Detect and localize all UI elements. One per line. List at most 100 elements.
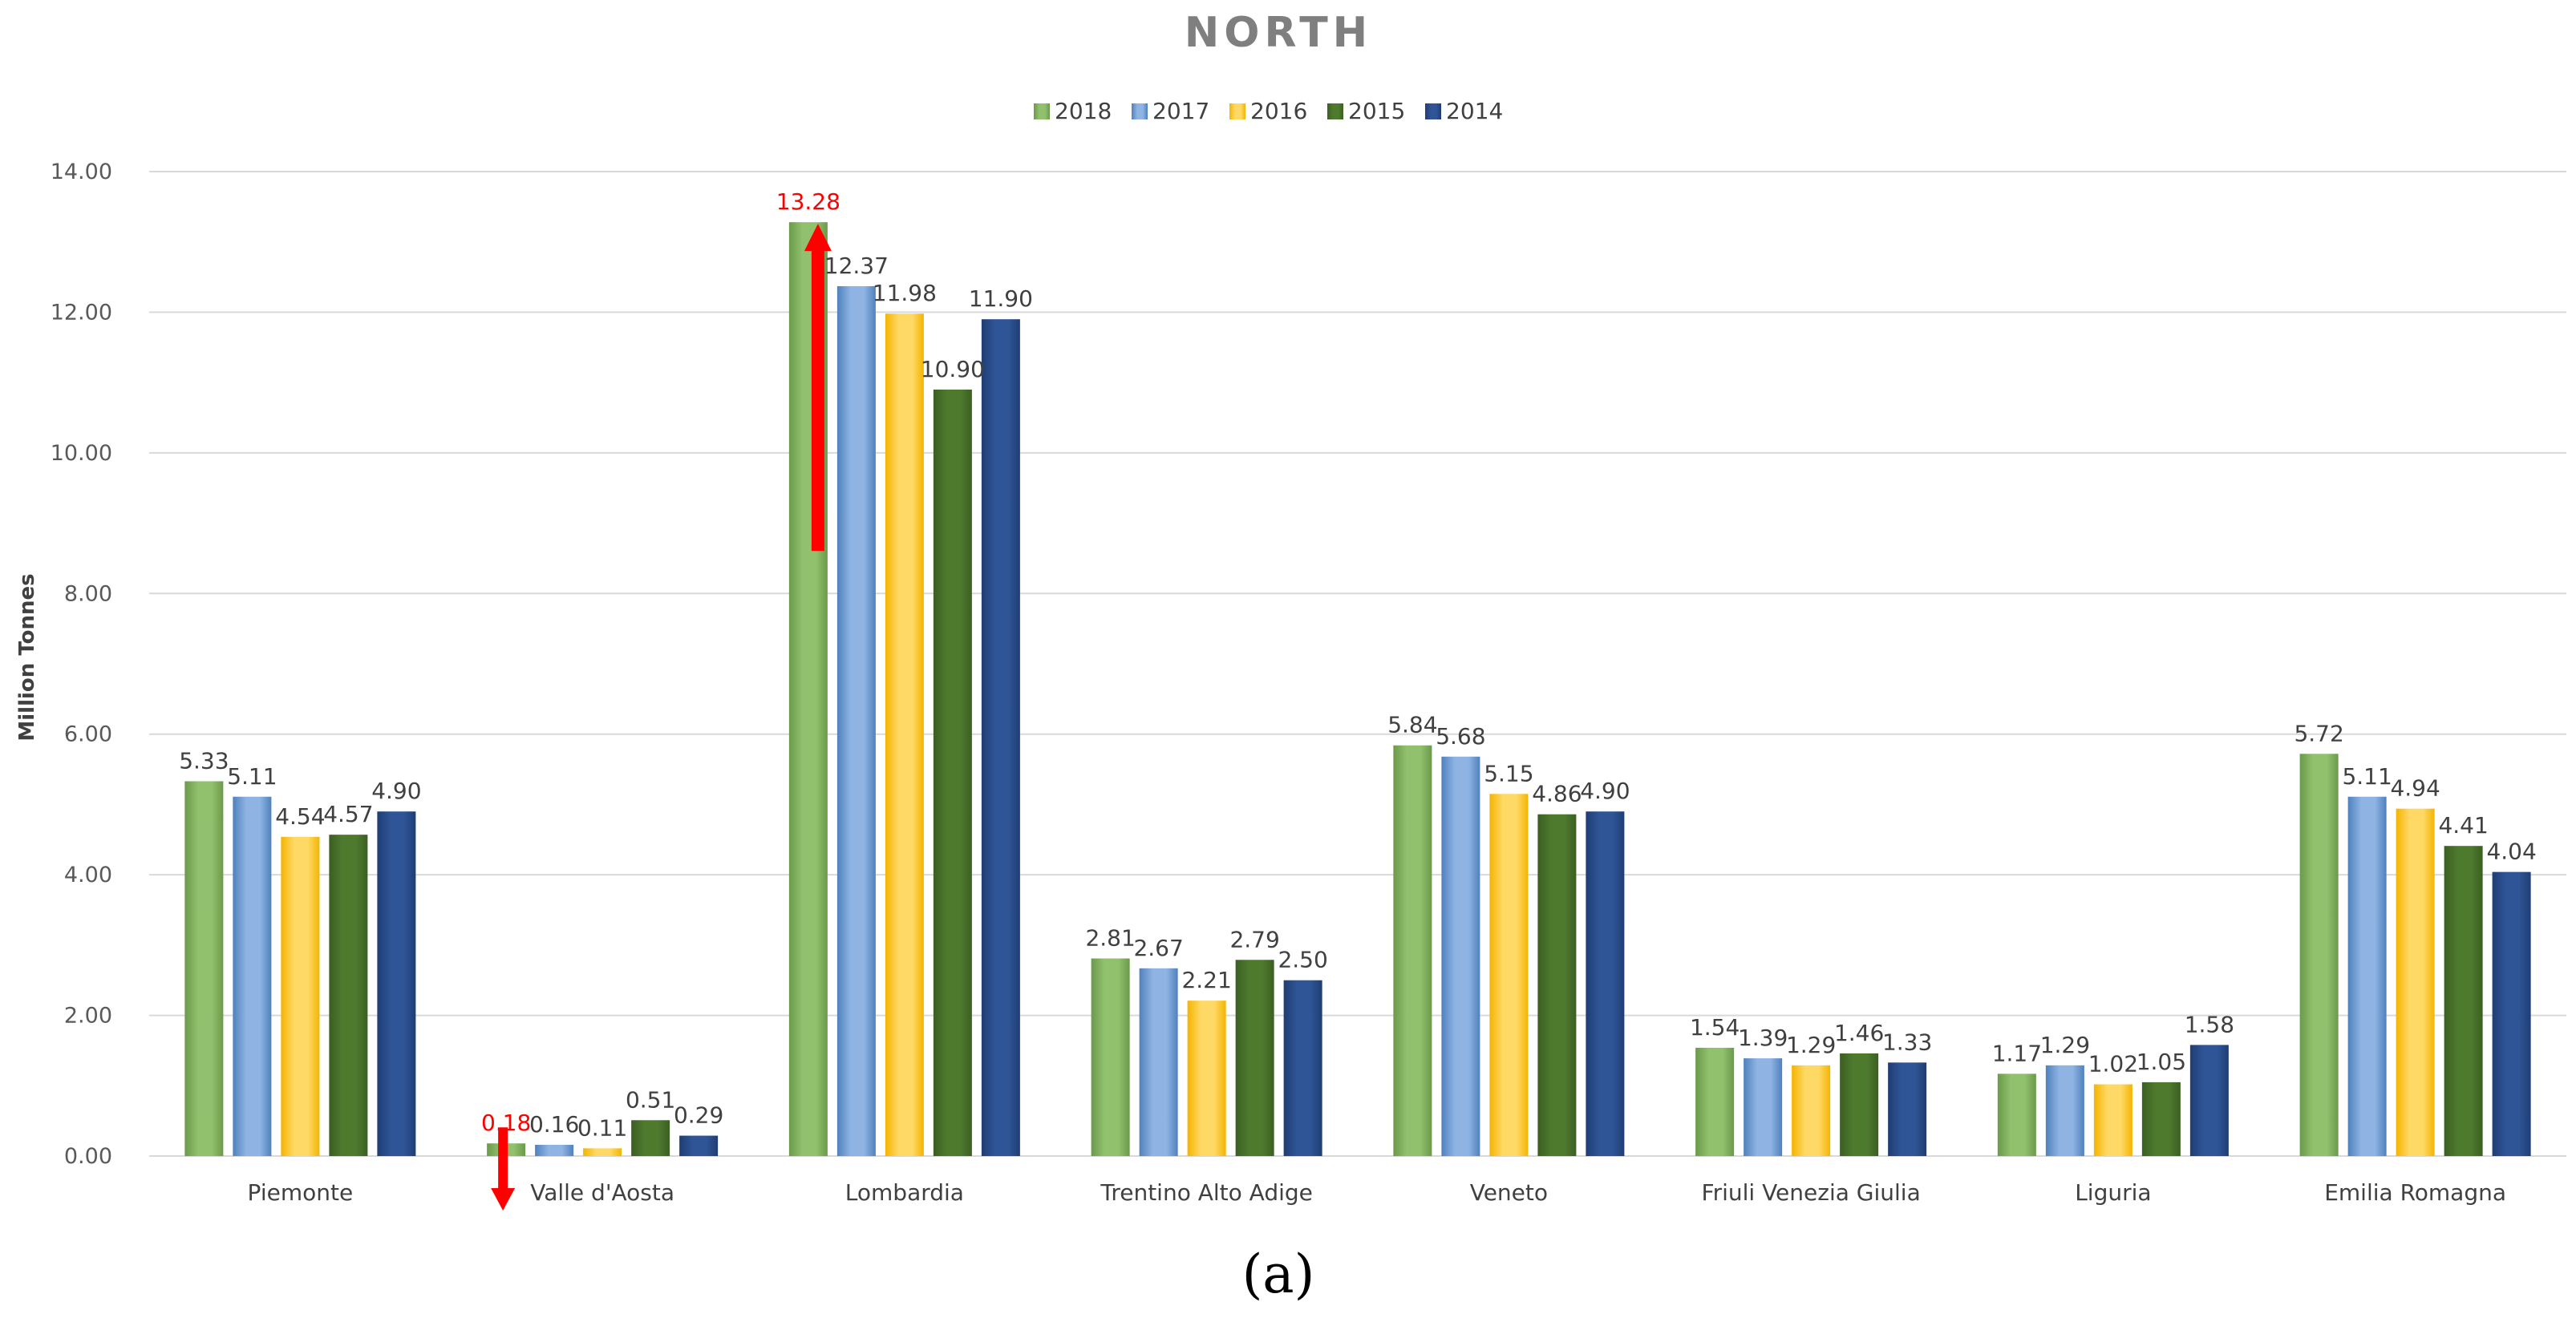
gridlines (149, 171, 2566, 1157)
data-label: 5.11 (227, 763, 277, 790)
x-tick-label: Trentino Alto Adige (1100, 1179, 1313, 1206)
data-label: 1.58 (2185, 1011, 2234, 1037)
data-label: 1.46 (1834, 1020, 1884, 1046)
up-arrow-head (804, 224, 832, 252)
data-label: 1.17 (1992, 1040, 2042, 1066)
data-label: 5.15 (1484, 760, 1533, 786)
legend-label-2018: 2018 (1055, 98, 1112, 124)
data-label: 1.29 (2040, 1032, 2090, 1058)
legend: 2018 2017 2016 2015 2014 (1034, 98, 1503, 124)
bar-2015 (329, 835, 368, 1156)
bar-2016 (2093, 1084, 2132, 1156)
legend-label-2016: 2016 (1250, 98, 1307, 124)
data-label: 5.33 (179, 747, 229, 774)
legend-swatch-2017 (1132, 103, 1148, 119)
bar-2018 (1695, 1047, 1735, 1156)
bar-2016 (583, 1148, 622, 1156)
y-tick-label: 0.00 (64, 1144, 112, 1169)
data-labels: 5.335.114.544.574.900.180.160.110.510.29… (179, 188, 2537, 1141)
data-label: 0.16 (529, 1111, 579, 1138)
y-axis-label: Million Tonnes (15, 573, 39, 741)
data-label: 1.33 (1882, 1029, 1932, 1055)
category-labels: Piemonte Valle d'Aosta Lombardia Trentino A… (248, 1179, 2506, 1206)
bar-2017 (836, 285, 876, 1157)
data-label: 1.29 (1786, 1032, 1836, 1058)
data-label: 4.57 (323, 801, 373, 827)
data-label: 4.54 (275, 803, 325, 830)
x-tick-label: Lombardia (845, 1179, 964, 1206)
highlight-arrows (491, 224, 832, 1211)
bar-2017 (1744, 1058, 1783, 1156)
data-label: 4.86 (1532, 781, 1582, 807)
bar-2018 (2299, 754, 2339, 1156)
data-label: 0.11 (577, 1114, 627, 1141)
bar-2015 (2141, 1081, 2181, 1156)
x-tick-label: Friuli Venezia Giulia (1702, 1179, 1921, 1206)
bar-2016 (1792, 1065, 1831, 1156)
bar-2018 (1997, 1073, 2036, 1156)
bar-2014 (377, 811, 416, 1156)
bar-2016 (1187, 1001, 1226, 1156)
bar-2014 (2189, 1045, 2229, 1156)
bar-2018 (1393, 745, 1432, 1156)
y-tick-label: 6.00 (64, 722, 112, 747)
data-label: 2.79 (1229, 926, 1279, 952)
data-label: 4.94 (2390, 775, 2440, 802)
bar-2015 (631, 1120, 670, 1156)
bar-2017 (2347, 796, 2387, 1156)
data-label: 4.04 (2486, 839, 2536, 865)
data-label: 5.68 (1436, 723, 1485, 750)
bar-2015 (1840, 1053, 1879, 1156)
data-label: 1.54 (1690, 1014, 1740, 1041)
legend-swatch-2016 (1229, 103, 1245, 119)
bar-2015 (1235, 960, 1274, 1156)
bar-2015 (933, 389, 972, 1156)
bar-2014 (1283, 980, 1322, 1156)
bar-2017 (1441, 756, 1480, 1156)
legend-swatch-2015 (1327, 103, 1343, 119)
bar-2015 (1537, 814, 1577, 1156)
legend-label-2014: 2014 (1446, 98, 1503, 124)
y-tick-label: 8.00 (64, 581, 112, 606)
bar-2014 (679, 1135, 719, 1156)
y-tick-label: 10.00 (51, 441, 112, 466)
bar-2016 (281, 836, 320, 1156)
bar-2018 (184, 781, 224, 1156)
data-label: 5.84 (1387, 712, 1437, 738)
y-tick-label: 4.00 (64, 863, 112, 887)
legend-swatch-2018 (1034, 103, 1050, 119)
down-arrow-head (491, 1188, 516, 1211)
bar-2018 (1091, 958, 1130, 1156)
bar-2017 (2045, 1065, 2084, 1156)
legend-label-2017: 2017 (1152, 98, 1209, 124)
data-label: 1.02 (2088, 1051, 2138, 1077)
x-tick-label: Veneto (1470, 1179, 1548, 1206)
bar-2016 (2396, 808, 2435, 1156)
y-tick-label: 12.00 (51, 300, 112, 325)
data-label: 4.90 (1580, 778, 1630, 804)
data-label: 2.81 (1085, 925, 1135, 952)
figure-caption: (a) (1242, 1243, 1315, 1305)
data-label: 11.98 (873, 280, 937, 306)
bar-2017 (233, 796, 272, 1156)
data-label: 2.21 (1181, 967, 1231, 993)
data-label: 0.29 (674, 1102, 723, 1129)
legend-swatch-2014 (1425, 103, 1441, 119)
data-label: 12.37 (824, 253, 889, 279)
legend-label-2015: 2015 (1348, 98, 1405, 124)
bar-2014 (1586, 811, 1625, 1156)
bar-2016 (885, 313, 924, 1156)
data-label: 4.90 (371, 778, 421, 804)
data-label: 0.51 (626, 1086, 675, 1113)
x-tick-label: Valle d'Aosta (530, 1179, 674, 1206)
x-tick-label: Liguria (2075, 1179, 2151, 1206)
bar-2017 (1139, 968, 1178, 1156)
data-label: 5.11 (2342, 763, 2392, 790)
chart-title: NORTH (1185, 9, 1372, 57)
bar-2016 (1489, 794, 1529, 1156)
bar-2014 (981, 319, 1020, 1157)
bar-2015 (2444, 846, 2483, 1156)
bars (184, 222, 2531, 1157)
y-axis-ticks: 0.00 2.00 4.00 6.00 8.00 10.00 12.00 14.00 (51, 160, 112, 1169)
